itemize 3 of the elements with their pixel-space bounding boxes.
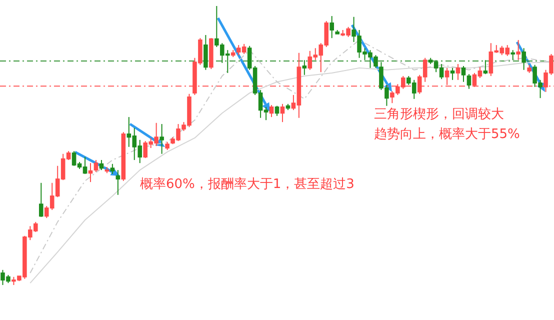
annotation: 概率60%，报酬率大于1，甚至超过3 [140,177,354,193]
annotation: 三角形楔形，回调较大 [374,107,504,123]
annotation: 趋势向上，概率大于55% [374,127,520,143]
